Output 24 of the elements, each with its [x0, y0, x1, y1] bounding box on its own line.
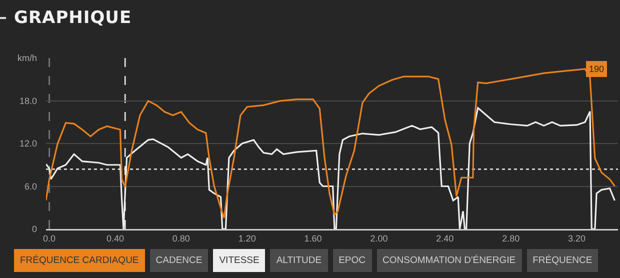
y-tick-label: km/h — [17, 53, 37, 64]
x-tick-label: 1.60 — [304, 233, 322, 244]
text: CADENCE — [150, 249, 208, 272]
text: EPOC — [332, 249, 372, 272]
text: FRÉQUENCE — [526, 249, 598, 272]
text: FRÉQUENCE CARDIAQUE — [14, 249, 145, 272]
x-tick-label: 2.00 — [370, 233, 388, 244]
x-tick-label: 0.40 — [106, 233, 124, 244]
chart-title: GRAPHIQUE — [14, 8, 132, 28]
x-tick-label: 2.40 — [436, 233, 454, 244]
y-tick-label: 0 — [32, 224, 37, 234]
x-tick-label: 3.20 — [568, 233, 586, 244]
x-tick-label: 2.80 — [502, 233, 520, 244]
y-tick-label: 6.0 — [24, 181, 37, 192]
y-tick-label: 12.0 — [19, 138, 37, 149]
y-tick-label: 18.0 — [19, 96, 37, 106]
x-tick-label: 0.0 — [43, 233, 56, 244]
x-tick-label: 1.20 — [238, 233, 256, 244]
data-label: 190 — [589, 64, 604, 74]
text: CONSOMMATION D'ÉNERGIE — [376, 249, 522, 272]
line-series — [46, 107, 616, 229]
text: VITESSE — [213, 249, 266, 272]
x-tick-label: 0.80 — [172, 233, 190, 244]
text: ALTITUDE — [270, 249, 328, 272]
